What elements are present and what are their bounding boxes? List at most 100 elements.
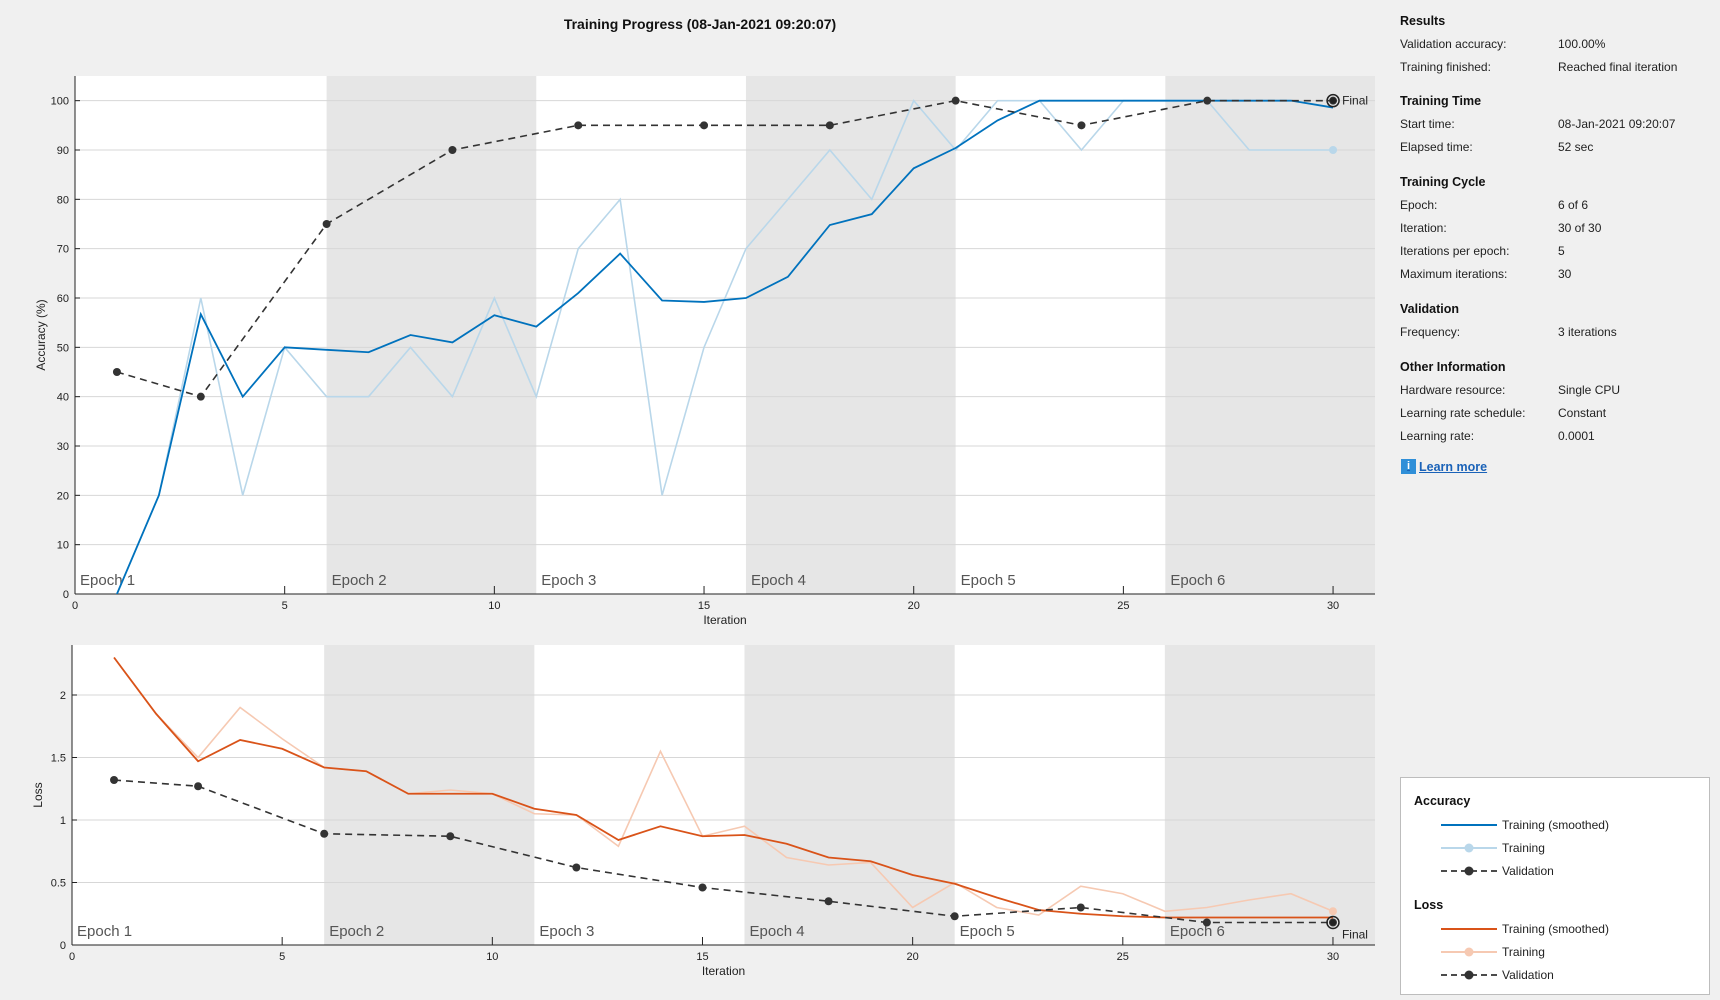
learn-more-link[interactable]: i Learn more xyxy=(1401,459,1487,474)
validation-point xyxy=(448,146,457,154)
x-tick-label: 15 xyxy=(698,600,710,612)
legend-accuracy-validation: Validation xyxy=(1401,862,1711,880)
validation-point xyxy=(700,121,709,130)
info-row-value: 30 xyxy=(1558,267,1572,281)
epoch-label: Epoch 1 xyxy=(80,572,135,589)
epoch-label: Epoch 5 xyxy=(960,923,1015,940)
epoch-label: Epoch 4 xyxy=(750,923,805,940)
x-tick-label: 5 xyxy=(279,951,285,963)
plot-title: Training Progress (08-Jan-2021 09:20:07) xyxy=(563,16,837,32)
validation-point xyxy=(951,96,960,105)
info-row-value: 30 of 30 xyxy=(1558,221,1602,235)
legend-loss-title: Loss xyxy=(1414,898,1444,912)
info-row-label: Frequency: xyxy=(1400,325,1461,339)
legend-swatch-dashed-marker xyxy=(1441,970,1497,980)
validation-point xyxy=(825,121,834,130)
validation-point xyxy=(1202,918,1211,927)
final-label: Final xyxy=(1342,928,1368,942)
y-tick-label: 60 xyxy=(57,293,69,305)
info-row-label: Validation accuracy: xyxy=(1400,37,1507,51)
legend-loss-validation: Validation xyxy=(1401,966,1711,984)
validation-point xyxy=(950,912,959,921)
y-tick-label: 0 xyxy=(63,589,69,601)
epoch-label: Epoch 3 xyxy=(539,923,594,940)
validation-point xyxy=(320,829,329,838)
x-tick-label: 5 xyxy=(282,600,288,612)
training-final-point xyxy=(1329,146,1338,154)
y-tick-label: 1.5 xyxy=(51,753,66,765)
series-validation-line xyxy=(113,779,1333,924)
y-tick-label: 50 xyxy=(57,342,69,354)
info-row-label: Learning rate: xyxy=(1400,429,1475,443)
x-tick-label: 20 xyxy=(908,600,920,612)
epoch-band xyxy=(744,645,955,945)
epoch-band xyxy=(745,76,956,594)
info-row-value: 0.0001 xyxy=(1558,429,1595,443)
info-row-label: Hardware resource: xyxy=(1400,383,1506,397)
plot-background xyxy=(75,76,1375,594)
x-axis-label: Iteration xyxy=(703,613,746,627)
epoch-label: Epoch 2 xyxy=(329,923,384,940)
info-section-title: Other Information xyxy=(1400,360,1506,374)
info-row-label: Epoch: xyxy=(1400,198,1438,212)
epoch-band xyxy=(326,76,537,594)
epoch-label: Epoch 3 xyxy=(541,572,596,589)
info-row-value: 100.00% xyxy=(1558,37,1606,51)
epoch-label: Epoch 5 xyxy=(961,572,1016,589)
validation-point xyxy=(112,368,121,376)
info-icon: i xyxy=(1401,459,1416,474)
x-tick-label: 30 xyxy=(1327,600,1339,612)
validation-point xyxy=(572,863,581,872)
info-row-label: Start time: xyxy=(1400,117,1455,131)
y-axis-label: Loss xyxy=(31,782,45,807)
y-axis-label: Accuracy (%) xyxy=(34,299,48,370)
legend-label: Training (smoothed) xyxy=(1502,922,1609,936)
info-row-value: Reached final iteration xyxy=(1558,60,1678,74)
legend-accuracy-title: Accuracy xyxy=(1414,794,1471,808)
epoch-label: Epoch 6 xyxy=(1170,572,1225,589)
validation-point xyxy=(322,220,331,228)
epoch-label: Epoch 4 xyxy=(751,572,806,589)
info-row-label: Elapsed time: xyxy=(1400,140,1473,154)
x-axis-label: Iteration xyxy=(702,964,745,978)
legend-accuracy-training: Training xyxy=(1401,839,1711,857)
info-row-label: Training finished: xyxy=(1400,60,1491,74)
legend: Accuracy Training (smoothed) Training Va… xyxy=(1400,777,1710,995)
legend-loss-training: Training xyxy=(1401,943,1711,961)
legend-label: Training xyxy=(1502,841,1545,855)
final-marker xyxy=(1326,93,1340,108)
info-row-value: 6 of 6 xyxy=(1558,198,1589,212)
validation-point xyxy=(110,776,119,784)
info-section-title: Training Cycle xyxy=(1400,175,1486,189)
info-row-label: Learning rate schedule: xyxy=(1400,406,1526,420)
validation-point xyxy=(196,392,205,401)
info-row-value: 5 xyxy=(1558,244,1565,258)
epoch-band xyxy=(1164,645,1375,945)
series-smoothed-line xyxy=(116,99,1334,594)
x-tick-label: 20 xyxy=(907,951,919,963)
info-section-title: Validation xyxy=(1400,302,1460,316)
info-section-title: Training Time xyxy=(1400,94,1482,108)
y-tick-label: 70 xyxy=(57,244,69,256)
legend-label: Validation xyxy=(1502,864,1554,878)
x-tick-label: 10 xyxy=(488,600,500,612)
info-row-value: 3 iterations xyxy=(1558,325,1617,339)
epoch-label: Epoch 1 xyxy=(77,923,132,940)
info-row-value: 08-Jan-2021 09:20:07 xyxy=(1558,117,1676,131)
validation-point xyxy=(1203,96,1212,105)
final-label: Final xyxy=(1342,94,1368,108)
x-tick-label: 25 xyxy=(1117,600,1129,612)
final-marker xyxy=(1326,915,1340,930)
epoch-band xyxy=(324,645,535,945)
validation-point xyxy=(824,897,833,906)
legend-swatch-lightblue-marker xyxy=(1441,843,1497,853)
y-tick-label: 30 xyxy=(57,441,69,453)
y-tick-label: 80 xyxy=(57,194,69,206)
validation-point xyxy=(446,832,455,841)
y-tick-label: 0.5 xyxy=(51,878,66,890)
info-row-label: Iteration: xyxy=(1400,221,1447,235)
legend-label: Validation xyxy=(1502,968,1554,982)
info-row-value: 52 sec xyxy=(1558,140,1594,154)
y-tick-label: 0 xyxy=(60,940,66,952)
y-tick-label: 90 xyxy=(57,145,69,157)
